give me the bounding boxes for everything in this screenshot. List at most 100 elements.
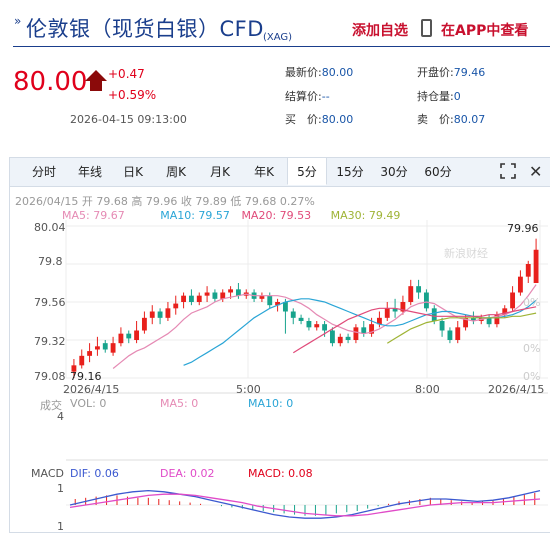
- quote-field-value: 80.07: [453, 113, 486, 126]
- fullscreen-icon[interactable]: [500, 163, 516, 179]
- candle-body: [196, 295, 202, 302]
- tab-year-line[interactable]: 年线: [77, 165, 102, 179]
- x-tick: 8:00: [415, 383, 440, 396]
- close-icon[interactable]: ✕: [529, 162, 543, 181]
- up-arrow-icon: [85, 70, 107, 81]
- title-arrows-icon: »: [14, 14, 22, 28]
- tab-day-k[interactable]: 日K: [123, 165, 143, 179]
- title-divider: [13, 46, 550, 47]
- candle-body: [439, 321, 445, 331]
- dea-line: [69, 493, 541, 517]
- candle-body: [235, 289, 241, 296]
- quote-field-label: 开盘价:: [417, 66, 454, 79]
- candles: [71, 238, 539, 378]
- candle-body: [228, 289, 234, 293]
- page-title: 伦敦银（现货白银）CFD: [26, 17, 264, 41]
- low-label: 79.16: [70, 370, 102, 383]
- quote-field-latest: 最新价:80.00: [285, 64, 353, 80]
- candle-body: [470, 317, 476, 321]
- candle-body: [259, 295, 265, 299]
- tab-month-k[interactable]: 月K: [210, 165, 230, 179]
- ma10-legend: MA10: 79.57: [160, 209, 230, 222]
- pct-tick: 0%: [523, 296, 541, 309]
- tab-week-k[interactable]: 周K: [166, 165, 186, 179]
- macd-dea: DEA: 0.02: [160, 467, 215, 480]
- macd-value: MACD: 0.08: [248, 467, 313, 480]
- candle-body: [71, 365, 77, 372]
- ma5-line: [112, 284, 537, 369]
- high-label: 79.96: [507, 222, 539, 235]
- candle-body: [173, 303, 179, 309]
- candle-body: [322, 324, 328, 331]
- macd-chart: [69, 489, 541, 519]
- candle-body: [204, 292, 210, 296]
- candle-body: [525, 264, 531, 277]
- candle-body: [282, 302, 288, 312]
- quote-field-label: 结算价:: [285, 90, 322, 103]
- volume-y-tick: 4: [57, 410, 64, 423]
- candle-body: [400, 302, 406, 312]
- candle-info: 2026/04/15 开 79.68 高 79.96 收 79.89 低 79.…: [15, 195, 315, 208]
- candle-body: [353, 327, 359, 340]
- quote-field-open-interest: 持仓量:0: [417, 88, 461, 104]
- quote-timestamp: 2026-04-15 09:13:00: [70, 113, 187, 126]
- candle-body: [517, 276, 523, 293]
- x-tick: 2026/4/15: [63, 383, 120, 396]
- candle-body: [329, 330, 335, 344]
- candle-body: [79, 355, 85, 366]
- page-title-code: (XAG): [263, 32, 293, 43]
- macd-label: MACD: [31, 467, 64, 480]
- quote-field-settle: 结算价:--: [285, 88, 330, 104]
- candle-body: [423, 292, 429, 309]
- add-watchlist-button[interactable]: 添加自选: [352, 23, 408, 39]
- pct-tick: 0%: [523, 342, 541, 355]
- candle-body: [345, 336, 351, 340]
- candle-body: [181, 295, 187, 302]
- candle-body: [369, 324, 375, 334]
- candle-body: [337, 336, 343, 344]
- price-change: +0.47: [108, 67, 145, 81]
- candle-body: [220, 292, 226, 299]
- tab-5min[interactable]: 5分: [287, 157, 327, 185]
- candle-body: [149, 311, 155, 318]
- quote-field-label: 最新价:: [285, 66, 322, 79]
- phone-icon[interactable]: [421, 19, 432, 37]
- quote-field-label: 持仓量:: [417, 90, 454, 103]
- ma10-line: [183, 298, 537, 366]
- open-in-app-link[interactable]: 在APP中查看: [441, 23, 529, 39]
- volume-value: VOL: 0: [70, 397, 107, 410]
- ma-lines: [112, 284, 537, 369]
- ma20-line: [292, 306, 537, 354]
- candle-body: [290, 311, 296, 318]
- candle-body: [94, 346, 100, 350]
- volume-ma5: MA5: 0: [160, 397, 199, 410]
- x-tick: 5:00: [236, 383, 261, 396]
- candle-body: [298, 317, 304, 321]
- quote-field-value: --: [321, 90, 330, 103]
- candle-body: [267, 295, 273, 306]
- candle-body: [306, 321, 312, 328]
- tab-60min[interactable]: 60分: [424, 165, 452, 179]
- candle-body: [275, 302, 281, 306]
- tab-15min[interactable]: 15分: [336, 165, 364, 179]
- tab-30min[interactable]: 30分: [380, 165, 408, 179]
- tab-year-k[interactable]: 年K: [254, 165, 274, 179]
- tab-intraday[interactable]: 分时: [31, 165, 56, 179]
- candle-body: [188, 295, 194, 302]
- ma20-legend: MA20: 79.53: [241, 209, 312, 222]
- candle-body: [463, 317, 469, 328]
- chart-grid: [65, 220, 548, 506]
- candle-body: [510, 292, 516, 309]
- macd-y-tick: 1: [57, 482, 64, 495]
- last-price: 80.00: [13, 67, 88, 97]
- candle-body: [141, 317, 147, 331]
- y-tick: 79.08: [34, 370, 66, 383]
- candle-body: [431, 308, 437, 321]
- quote-field-value: 79.46: [453, 66, 486, 79]
- candle-body: [165, 308, 171, 318]
- candle-body: [126, 333, 132, 339]
- dif-line: [69, 489, 541, 519]
- quote-field-bid: 买 价:80.00: [285, 111, 353, 127]
- candle-body: [102, 343, 108, 350]
